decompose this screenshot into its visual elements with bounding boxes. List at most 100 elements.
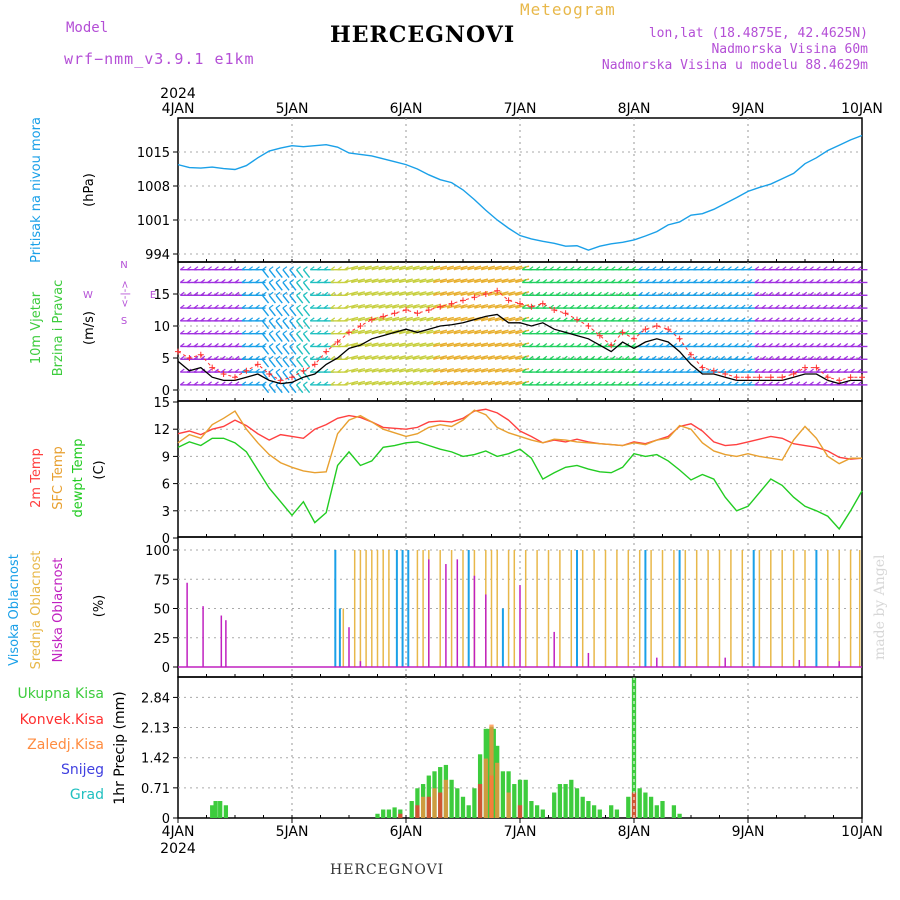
wind-arrow — [364, 278, 379, 284]
wind-arrow — [467, 355, 482, 360]
wind-arrow-head — [241, 343, 247, 347]
wind-arrow-head — [740, 266, 746, 271]
precip-bar-1 — [415, 788, 420, 818]
wind-arrow — [385, 291, 400, 296]
wind-gust-marker — [323, 348, 330, 355]
precip-bar-1 — [381, 809, 386, 818]
wind-arrow-head — [727, 343, 732, 347]
wind-arrow-head — [720, 279, 726, 283]
wind-arrow-head — [289, 343, 295, 347]
wind-arrow-head — [645, 266, 650, 271]
wind-arrow-head — [597, 368, 602, 373]
wind-arrow-head — [494, 368, 500, 373]
wind-arrow — [268, 371, 276, 381]
wind-arrow-head — [309, 279, 315, 283]
wind-arrow-head — [501, 368, 507, 373]
wind-arrow-head — [419, 279, 425, 283]
wind-arrow-head — [624, 279, 630, 283]
wind-arrow — [481, 367, 495, 373]
wind-arrow-head — [535, 343, 541, 347]
top-date-label: 9JAN — [732, 101, 765, 117]
wind-arrow-head — [857, 343, 862, 347]
wind-arrow-head — [303, 266, 308, 271]
wind-arrow-head — [617, 291, 623, 296]
wind-arrow-head — [679, 368, 684, 373]
wind-arrow — [385, 265, 400, 271]
bottom-date-label: 10JAN — [841, 824, 883, 840]
wind-arrow-head — [795, 381, 801, 386]
pressure-ylabel: Pritisak na nivou mora — [29, 117, 44, 263]
wind-arrow-head — [371, 279, 377, 283]
wind-arrow — [433, 342, 448, 348]
wind-arrow-head — [692, 304, 698, 309]
wind-arrow-head — [679, 330, 684, 335]
wind-arrow — [460, 380, 475, 386]
wind-arrow-head — [275, 279, 281, 283]
wind-gust-marker — [289, 374, 295, 381]
wind-arrow-head — [214, 317, 219, 322]
wind-arrow-head — [829, 355, 835, 360]
compass-w: W — [83, 290, 93, 301]
wind-arrow — [419, 303, 434, 309]
wind-arrow-head — [583, 304, 589, 309]
wind-arrow-head — [337, 381, 342, 386]
wind-arrow-head — [603, 304, 609, 309]
wind-arrow-head — [603, 330, 609, 335]
wind-arrow-head — [590, 291, 596, 296]
wind-arrow-head — [186, 279, 192, 283]
bottom-date-label: 4JAN — [162, 824, 195, 840]
wind-arrow — [398, 291, 413, 296]
wind-arrow-head — [220, 368, 226, 373]
wind-arrow-head — [378, 317, 384, 322]
wind-arrow-head — [774, 343, 780, 347]
wind-arrow-head — [802, 266, 808, 271]
precip-legend-5: Grad — [70, 787, 104, 803]
wind-arrow — [433, 367, 448, 373]
wind-arrow — [440, 329, 454, 335]
wind-arrow-head — [679, 355, 684, 360]
wind-arrow-head — [200, 355, 206, 360]
wind-arrow — [351, 316, 366, 322]
wind-arrow — [419, 355, 434, 360]
wind-arrow-head — [850, 330, 855, 335]
wind-arrow-head — [241, 291, 247, 296]
wind-arrow-head — [275, 317, 281, 322]
wind-arrow-head — [227, 304, 233, 309]
wind-arrow-head — [316, 279, 322, 283]
wind-arrow-head — [535, 368, 541, 373]
wind-arrow — [398, 342, 413, 348]
wind-arrow-head — [638, 279, 643, 283]
wind-arrow-head — [453, 381, 459, 386]
wind-arrow-head — [528, 330, 534, 335]
precip-bar-1 — [218, 801, 223, 818]
wind-arrow-head — [761, 330, 767, 335]
wind-arrow-head — [583, 355, 589, 360]
wind-arrow — [371, 342, 386, 348]
wind-arrow-head — [556, 343, 561, 347]
wind-arrow-head — [357, 317, 363, 322]
wind-arrow-head — [248, 330, 254, 335]
wind-arrow-head — [460, 304, 466, 309]
wind-arrow-head — [391, 317, 397, 322]
wind-arrow-head — [836, 317, 842, 322]
wind-arrow-head — [843, 291, 849, 296]
wind-arrow-head — [679, 304, 684, 309]
wind-arrow — [405, 316, 420, 322]
wind-arrow-head — [631, 330, 637, 335]
wind-arrow — [275, 346, 283, 355]
wind-arrow — [412, 380, 427, 386]
wind-arrow-head — [371, 355, 377, 360]
wind-arrow-head — [754, 304, 760, 309]
wind-arrow — [453, 380, 468, 386]
wind-arrow — [481, 329, 495, 335]
wind-arrow-head — [562, 291, 568, 296]
wind-arrow-head — [521, 381, 527, 386]
wind-arrow-head — [255, 381, 260, 386]
wind-arrow — [302, 384, 311, 394]
wind-arrow-head — [467, 355, 472, 360]
wind-arrow-head — [747, 266, 753, 271]
wind-arrow — [487, 278, 502, 284]
wind-arrow-head — [282, 317, 288, 322]
wind-arrow-head — [850, 266, 855, 271]
wind-arrow-head — [268, 304, 274, 309]
